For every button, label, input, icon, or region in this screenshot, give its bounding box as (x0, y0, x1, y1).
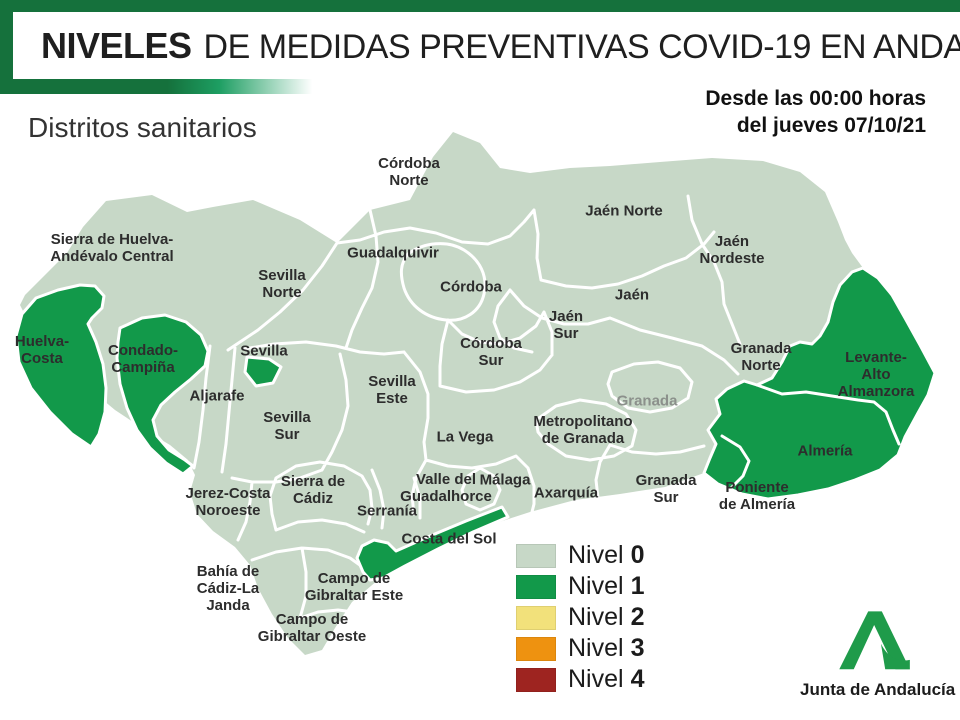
map-subtitle: Distritos sanitarios (28, 112, 257, 143)
legend-row-nivel-0: Nivel 0 (516, 540, 644, 571)
legend-label-nivel-3: Nivel 3 (568, 634, 645, 662)
district-shape-huelva-costa (14, 283, 108, 449)
header-gradient-bar (0, 79, 322, 94)
almeria-internal-borders (720, 383, 901, 490)
district-shape-almeria-levante-poniente (702, 266, 937, 501)
legend-swatch-nivel-3 (516, 636, 556, 661)
legend-swatch-nivel-4 (516, 667, 556, 692)
header-title-box: NIVELES DE MEDIDAS PREVENTIVAS COVID-19 E… (13, 12, 960, 79)
header-top-bar (0, 0, 960, 13)
legend-label-nivel-2: Nivel 2 (568, 603, 645, 631)
page-title-rest: DE MEDIDAS PREVENTIVAS COVID-19 EN ANDAL… (203, 27, 960, 66)
page-title: NIVELES DE MEDIDAS PREVENTIVAS COVID-19 E… (41, 25, 960, 67)
header-left-bar (0, 0, 13, 94)
district-borders (192, 194, 742, 620)
level-legend: Nivel 0 Nivel 1 Nivel 2 Nivel 3 Nivel 4 (516, 540, 644, 695)
effective-date-note: Desde las 00:00 horas del jueves 07/10/2… (705, 86, 926, 140)
legend-row-nivel-3: Nivel 3 (516, 633, 644, 664)
legend-swatch-nivel-0 (516, 543, 556, 568)
legend-row-nivel-4: Nivel 4 (516, 664, 644, 695)
legend-label-nivel-0: Nivel 0 (568, 541, 645, 569)
legend-swatch-nivel-1 (516, 574, 556, 599)
brand-text: Junta de Andalucía (800, 680, 956, 699)
date-line-2: del jueves 07/10/21 (736, 113, 926, 137)
legend-label-nivel-4: Nivel 4 (568, 665, 645, 693)
legend-swatch-nivel-2 (516, 605, 556, 630)
district-shape-costa-del-sol (355, 505, 510, 582)
page-title-emphasis: NIVELES (41, 24, 192, 66)
legend-row-nivel-2: Nivel 2 (516, 602, 644, 633)
junta-de-andalucia-brand: Junta de Andalucía (800, 608, 956, 700)
junta-de-andalucia-logo-icon (839, 611, 910, 670)
legend-row-nivel-1: Nivel 1 (516, 571, 644, 602)
district-shape-condado-campina (115, 313, 210, 476)
legend-label-nivel-1: Nivel 1 (568, 572, 645, 600)
district-shape-sevilla (243, 355, 283, 388)
date-line-1: Desde las 00:00 horas (705, 87, 926, 110)
landmass-nivel0 (20, 132, 935, 655)
